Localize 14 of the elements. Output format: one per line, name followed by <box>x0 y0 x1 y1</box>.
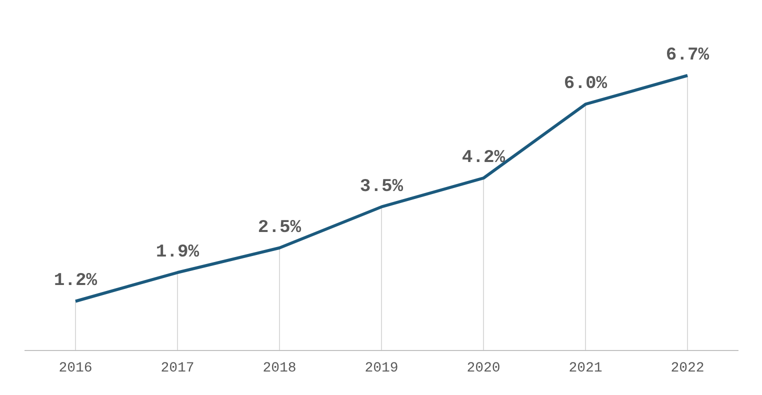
x-tick-label: 2020 <box>466 360 500 376</box>
data-label: 4.2% <box>462 148 506 168</box>
data-label: 1.2% <box>54 271 98 292</box>
x-tick-label: 2017 <box>160 360 194 376</box>
x-tick-label: 2018 <box>262 360 296 376</box>
data-label: 6.0% <box>564 74 608 94</box>
data-label: 3.5% <box>360 176 404 197</box>
data-label: 1.9% <box>156 242 200 263</box>
data-label: 6.7% <box>666 46 710 66</box>
x-tick-label: 2016 <box>58 360 92 376</box>
x-tick-label: 2022 <box>670 360 704 376</box>
data-label: 2.5% <box>258 218 302 238</box>
x-tick-label: 2021 <box>568 360 602 376</box>
x-tick-label: 2019 <box>364 360 398 376</box>
